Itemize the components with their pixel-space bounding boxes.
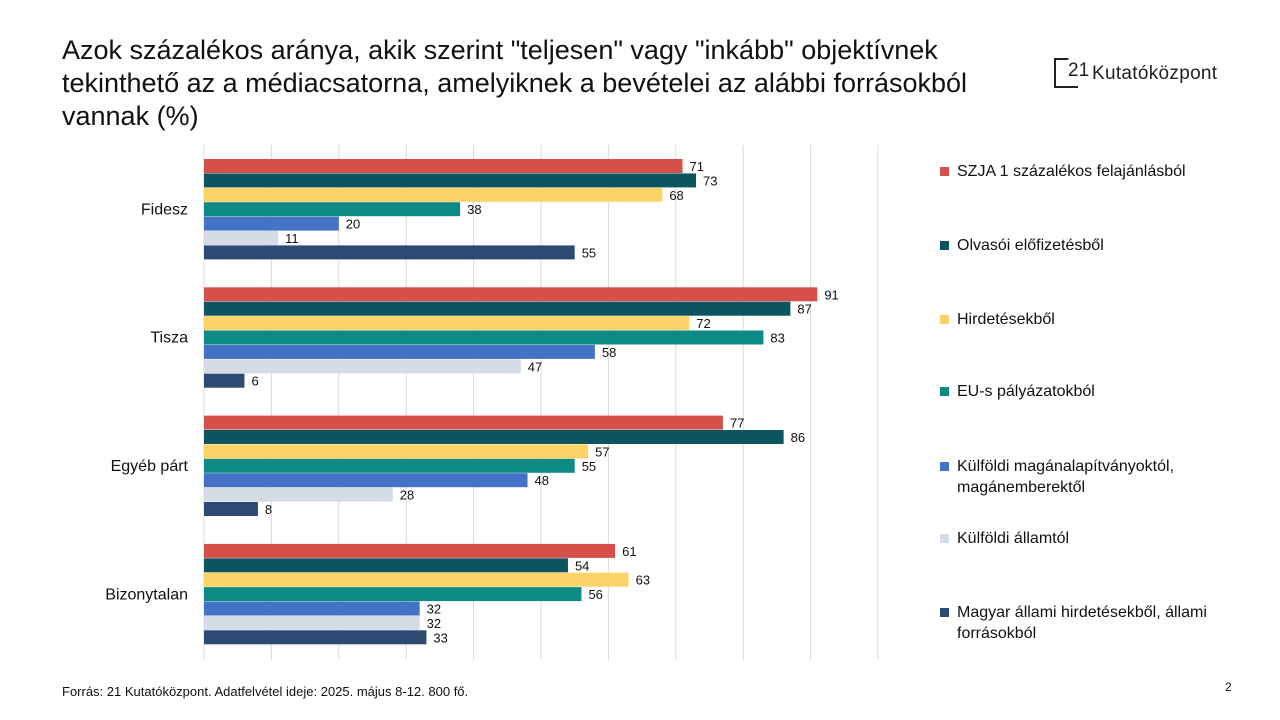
legend-swatch <box>940 167 949 176</box>
legend-item: Külföldi magánalapítványoktól, magánembe… <box>940 456 1237 498</box>
data-label: 86 <box>791 430 805 445</box>
data-label: 61 <box>622 544 636 559</box>
data-label: 47 <box>528 359 542 374</box>
data-label: 48 <box>535 473 549 488</box>
legend-label: Külföldi államtól <box>957 530 1070 547</box>
bar <box>204 487 393 502</box>
legend-item: EU-s pályázatokból <box>940 381 1237 402</box>
chart-title: Azok százalékos aránya, akik szerint "te… <box>62 35 968 131</box>
data-label: 55 <box>582 245 596 260</box>
legend-label: Külföldi magánalapítványoktól, magánembe… <box>957 458 1175 496</box>
bar <box>204 502 258 516</box>
bar <box>204 359 521 374</box>
bar <box>204 159 683 173</box>
bar <box>204 415 723 430</box>
legend-label: Olvasói előfizetésből <box>957 237 1104 254</box>
legend-swatch <box>940 608 949 617</box>
data-label: 54 <box>575 558 589 573</box>
data-label: 6 <box>251 374 258 389</box>
legend-label: SZJA 1 százalékos felajánlásból <box>957 163 1186 180</box>
data-label: 38 <box>467 202 481 217</box>
bar <box>204 543 616 558</box>
legend-swatch <box>940 534 949 543</box>
page-number: 2 <box>1225 680 1232 694</box>
legend-item: Magyar állami hirdetésekből, állami forr… <box>940 602 1237 644</box>
data-label: 91 <box>824 287 838 302</box>
logo-bracket-icon <box>1054 58 1078 88</box>
bar <box>204 216 339 231</box>
bar <box>204 287 818 302</box>
bar <box>204 173 697 188</box>
data-label: 11 <box>285 231 299 246</box>
data-label: 28 <box>400 488 414 503</box>
bar <box>204 444 589 459</box>
data-label: 55 <box>582 459 596 474</box>
legend-item: Hirdetésekből <box>940 309 1237 330</box>
bar <box>204 458 575 473</box>
bar <box>204 344 595 359</box>
bar <box>204 587 582 602</box>
bar <box>204 430 784 444</box>
data-label: 68 <box>669 188 683 203</box>
data-label: 73 <box>703 173 717 188</box>
data-label: 33 <box>433 630 447 645</box>
data-label: 83 <box>770 331 784 346</box>
data-label: 63 <box>636 573 650 588</box>
data-label: 71 <box>690 159 704 174</box>
data-label: 8 <box>265 502 272 517</box>
logo-number: 21 <box>1068 60 1090 81</box>
category-label: Tisza <box>150 330 188 347</box>
data-label: 87 <box>797 302 811 317</box>
source-note: Forrás: 21 Kutatóközpont. Adatfelvétel i… <box>62 684 469 699</box>
bar <box>204 301 791 316</box>
legend-swatch <box>940 241 949 250</box>
legend-swatch <box>940 387 949 396</box>
category-label: Fidesz <box>141 201 188 218</box>
bar <box>204 231 279 245</box>
data-label: 32 <box>427 602 441 617</box>
bar <box>204 316 690 331</box>
bar <box>204 373 245 388</box>
data-label: 32 <box>427 616 441 631</box>
legend-item: SZJA 1 százalékos felajánlásból <box>940 161 1237 182</box>
data-label: 72 <box>696 316 710 331</box>
category-label: Egyéb párt <box>111 458 189 475</box>
bar <box>204 202 461 217</box>
bar <box>204 615 420 630</box>
bar <box>204 187 663 202</box>
data-label: 57 <box>595 444 609 459</box>
legend-label: EU-s pályázatokból <box>957 383 1095 400</box>
legend-item: Külföldi államtól <box>940 528 1237 549</box>
legend-swatch <box>940 315 949 324</box>
legend-swatch <box>940 462 949 471</box>
logo: 21 Kutatóközpont <box>1054 58 1217 90</box>
legend-label: Magyar állami hirdetésekből, állami forr… <box>957 604 1207 642</box>
legend-label: Hirdetésekből <box>957 311 1055 328</box>
bar <box>204 572 629 587</box>
category-label: Bizonytalan <box>105 586 188 603</box>
bar <box>204 630 427 645</box>
bar <box>204 473 528 488</box>
data-label: 20 <box>346 217 360 232</box>
data-label: 77 <box>730 416 744 431</box>
data-label: 58 <box>602 345 616 360</box>
bar <box>204 330 764 345</box>
data-label: 56 <box>588 587 602 602</box>
bar <box>204 601 420 616</box>
legend-item: Olvasói előfizetésből <box>940 235 1237 256</box>
logo-text: Kutatóközpont <box>1092 63 1218 84</box>
bar <box>204 245 575 260</box>
bar <box>204 558 568 573</box>
